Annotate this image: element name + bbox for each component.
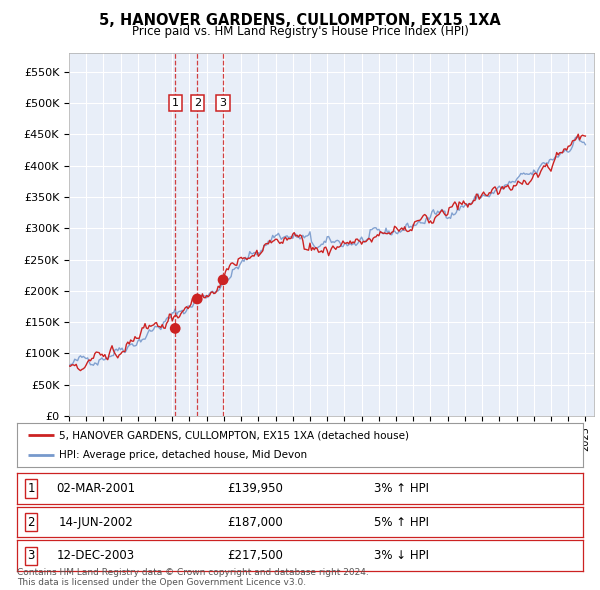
Text: 3: 3 (27, 549, 35, 562)
Text: 02-MAR-2001: 02-MAR-2001 (56, 482, 136, 495)
Text: 12-DEC-2003: 12-DEC-2003 (57, 549, 135, 562)
Text: £217,500: £217,500 (227, 549, 283, 562)
Text: £139,950: £139,950 (227, 482, 283, 495)
Point (170, 324, 180, 333)
Text: 5, HANOVER GARDENS, CULLOMPTON, EX15 1XA (detached house): 5, HANOVER GARDENS, CULLOMPTON, EX15 1XA… (59, 431, 409, 440)
Text: HPI: Average price, detached house, Mid Devon: HPI: Average price, detached house, Mid … (59, 450, 307, 460)
Text: 3% ↑ HPI: 3% ↑ HPI (374, 482, 430, 495)
Text: Price paid vs. HM Land Registry's House Price Index (HPI): Price paid vs. HM Land Registry's House … (131, 25, 469, 38)
Point (193, 294, 202, 304)
Text: Contains HM Land Registry data © Crown copyright and database right 2024.
This d: Contains HM Land Registry data © Crown c… (17, 568, 368, 587)
Text: £187,000: £187,000 (227, 516, 283, 529)
Text: 3% ↓ HPI: 3% ↓ HPI (374, 549, 430, 562)
Text: 5% ↑ HPI: 5% ↑ HPI (374, 516, 430, 529)
Text: 1: 1 (27, 482, 35, 495)
Text: 14-JUN-2002: 14-JUN-2002 (59, 516, 133, 529)
Text: 1: 1 (172, 98, 179, 108)
Text: 3: 3 (220, 98, 227, 108)
Text: 5, HANOVER GARDENS, CULLOMPTON, EX15 1XA: 5, HANOVER GARDENS, CULLOMPTON, EX15 1XA (99, 13, 501, 28)
Text: 2: 2 (194, 98, 201, 108)
Text: 2: 2 (27, 516, 35, 529)
Point (218, 275, 228, 284)
